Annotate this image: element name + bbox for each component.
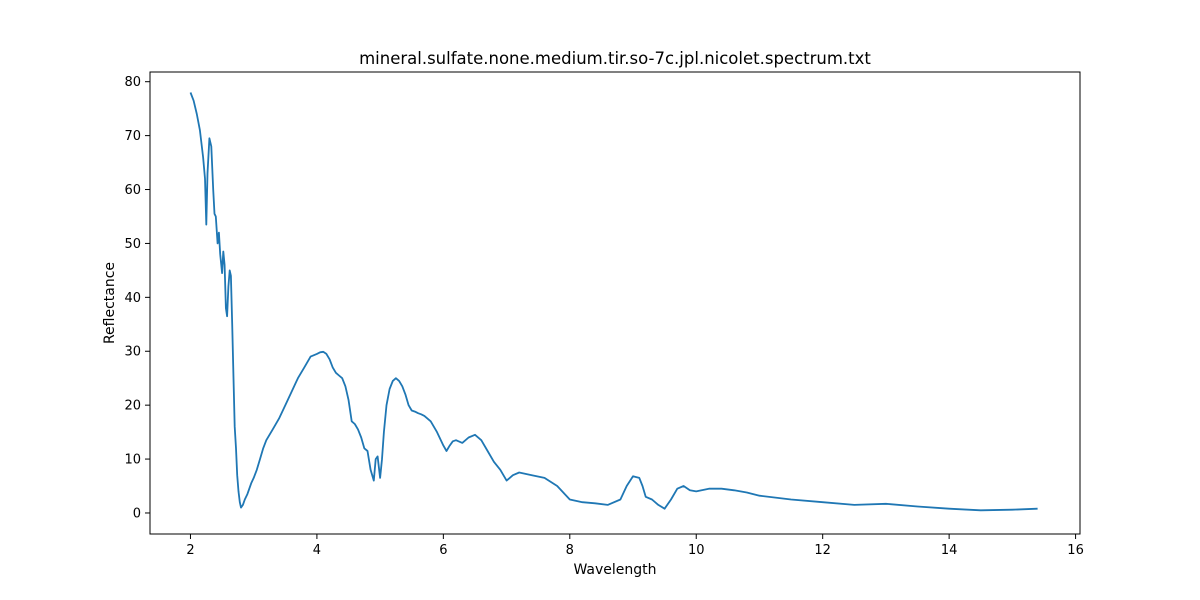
plot-frame	[149, 71, 1081, 535]
x-tick-label: 14	[941, 543, 958, 558]
y-tick-label: 10	[124, 453, 141, 468]
axis-ticks: 2 4 6 8 10 12 14 16 0 10 20 30 40 50 60 70 80	[124, 75, 1083, 558]
y-tick-label: 40	[124, 291, 141, 306]
y-tick-label: 30	[124, 345, 141, 360]
y-tick-label: 50	[124, 237, 141, 252]
y-axis-label: Reflectance	[102, 262, 118, 344]
x-tick-label: 4	[313, 543, 321, 558]
x-tick-label: 10	[688, 543, 705, 558]
x-tick-label: 12	[814, 543, 831, 558]
series-group	[189, 92, 1038, 512]
y-tick-label: 60	[124, 183, 141, 198]
x-tick-label: 2	[186, 543, 194, 558]
y-tick-label: 80	[124, 75, 141, 90]
x-tick-label: 6	[439, 543, 447, 558]
chart-title: mineral.sulfate.none.medium.tir.so-7c.jp…	[359, 49, 871, 68]
y-tick-label: 20	[124, 399, 141, 414]
x-tick-label: 16	[1067, 543, 1084, 558]
y-tick-label: 0	[133, 506, 141, 521]
x-axis-label: Wavelength	[573, 562, 656, 578]
y-tick-label: 70	[124, 129, 141, 144]
series-line	[189, 92, 1038, 512]
x-tick-label: 8	[566, 543, 574, 558]
